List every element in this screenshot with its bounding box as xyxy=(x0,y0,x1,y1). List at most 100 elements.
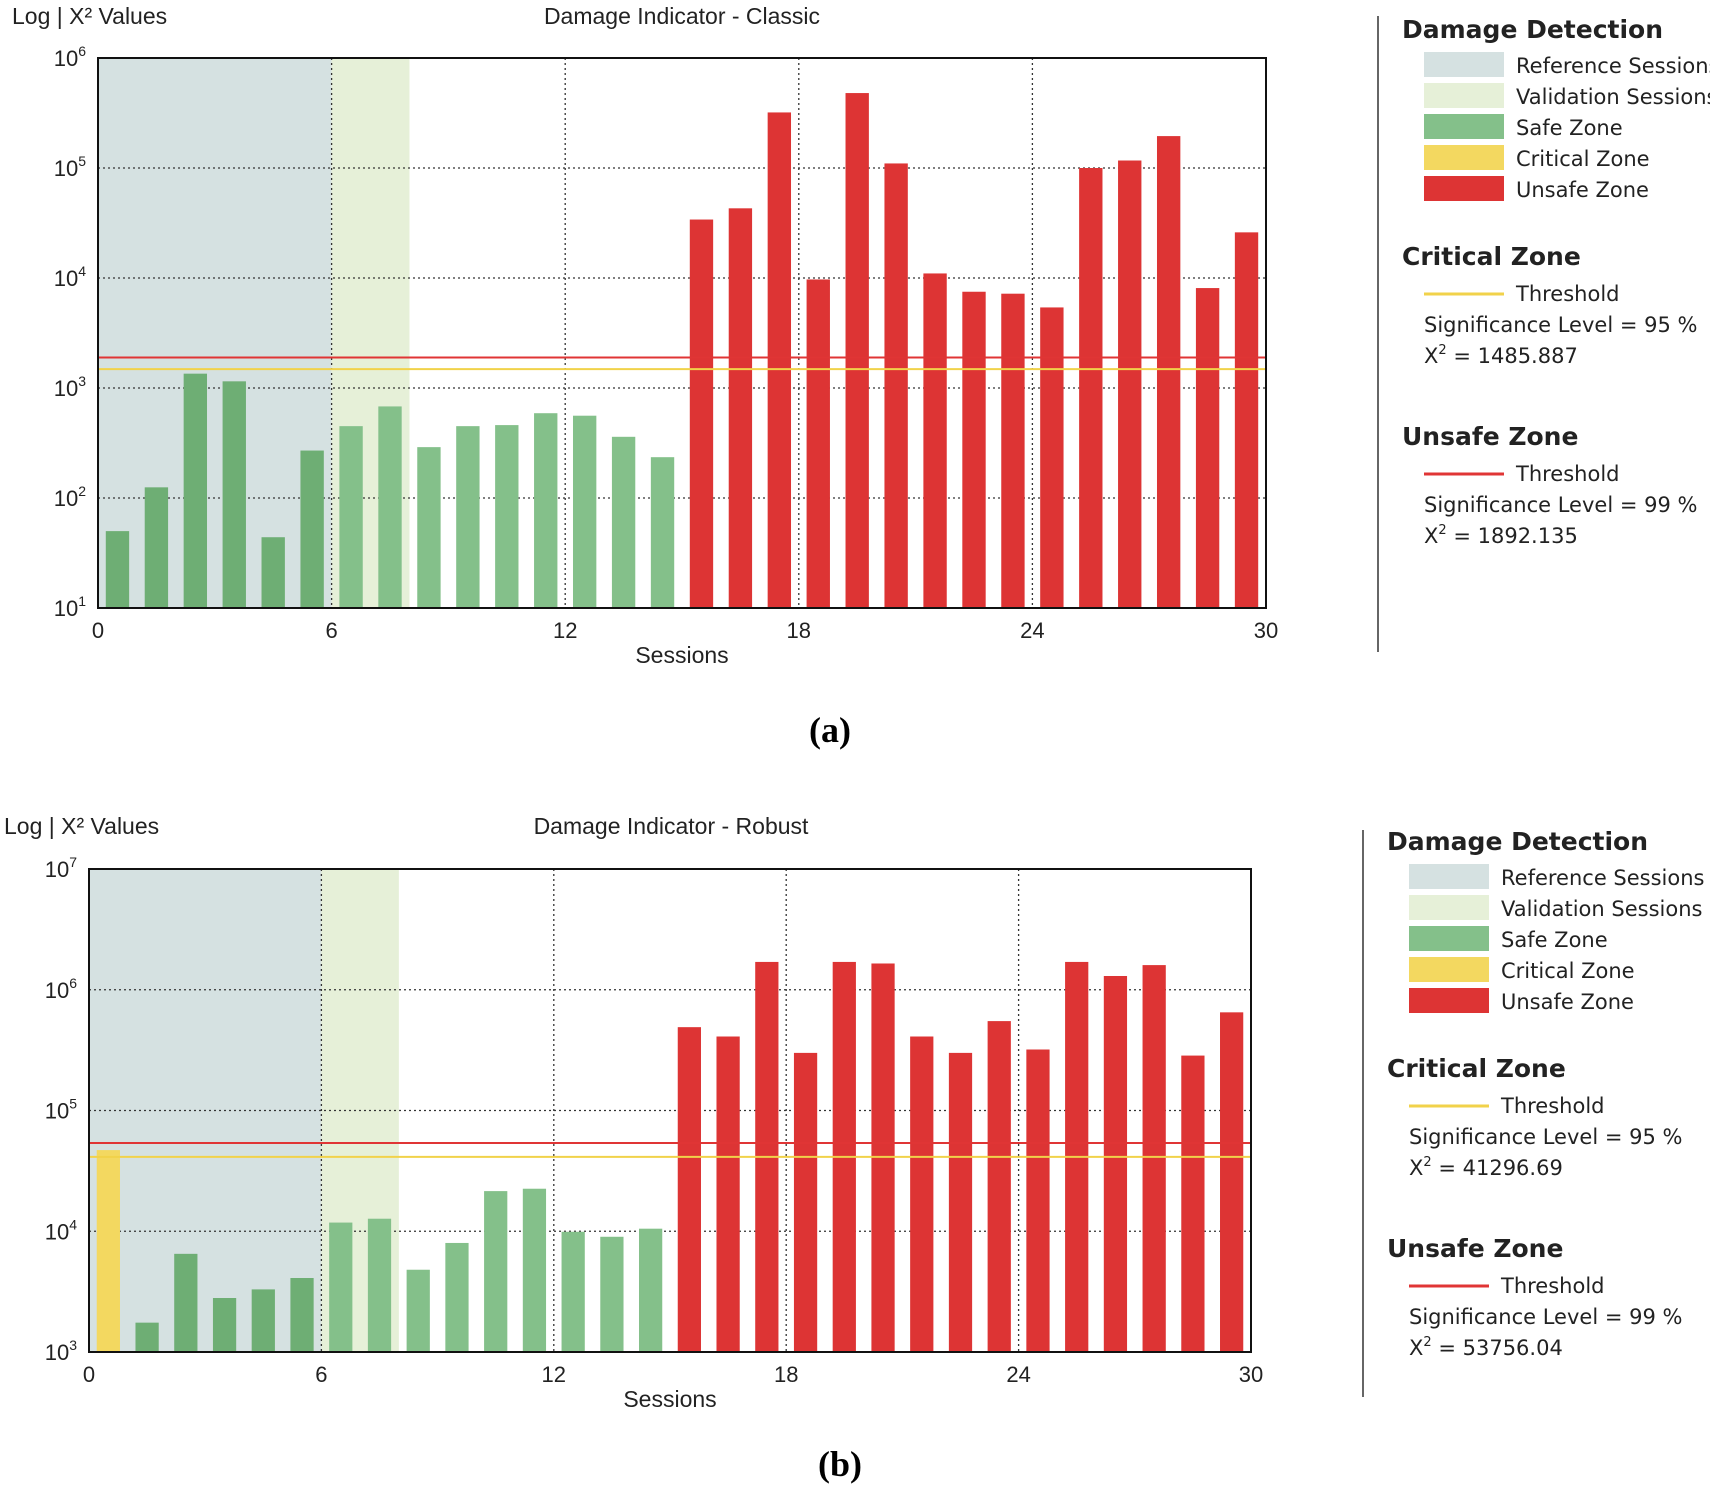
legend-item-label: Safe Zone xyxy=(1501,928,1608,952)
y-tick-label: 104 xyxy=(54,263,86,291)
unsafe-chi-square-value: X2 = 53756.04 xyxy=(1409,1335,1563,1360)
bar-session-30 xyxy=(1220,1012,1244,1352)
bar-session-14 xyxy=(611,436,636,608)
bar-session-26 xyxy=(1079,168,1103,608)
x-axis-label: Sessions xyxy=(635,642,728,668)
legend-swatch-2 xyxy=(1409,895,1489,920)
x-tick-label: 30 xyxy=(1254,618,1278,643)
legend-item-label: Critical Zone xyxy=(1501,959,1635,983)
unsafe-significance-level: Significance Level = 99 % xyxy=(1424,493,1697,517)
bar-session-19 xyxy=(806,279,830,608)
y-tick-label: 105 xyxy=(45,1096,77,1124)
y-tick-label: 101 xyxy=(54,593,86,621)
bar-session-27 xyxy=(1118,160,1142,608)
legend-swatch-4 xyxy=(1424,145,1504,170)
bar-session-28 xyxy=(1156,136,1181,608)
bar-session-9 xyxy=(406,1269,430,1352)
y-axis-label: Log | X² Values xyxy=(12,3,167,29)
x-tick-label: 6 xyxy=(315,1362,327,1387)
legend-item-label: Reference Sessions xyxy=(1501,866,1705,890)
legend-item-label: Unsafe Zone xyxy=(1501,990,1634,1014)
bar-session-7 xyxy=(339,426,363,608)
bar-session-28 xyxy=(1142,965,1166,1352)
bar-session-21 xyxy=(884,163,908,608)
legend-item-label: Critical Zone xyxy=(1516,147,1650,171)
y-tick-label: 103 xyxy=(54,373,86,401)
x-tick-label: 18 xyxy=(787,618,811,643)
legend: Damage Detection Reference Sessions Valida… xyxy=(1362,827,1705,1397)
chart-panel-b: 103 104 105 106 107 0 6 12 18 24 30 Sessions Log | X… xyxy=(4,813,1705,1484)
panel-caption: (a) xyxy=(809,710,851,750)
bar-session-6 xyxy=(290,1278,314,1352)
bar-session-10 xyxy=(445,1242,469,1352)
x-tick-label: 30 xyxy=(1239,1362,1263,1387)
x-tick-label: 12 xyxy=(553,618,577,643)
legend-item-label: Reference Sessions xyxy=(1516,54,1710,78)
y-tick-label: 104 xyxy=(45,1216,77,1244)
bar-session-24 xyxy=(987,1021,1011,1352)
critical-threshold-label: Threshold xyxy=(1515,282,1620,306)
panel-caption: (b) xyxy=(818,1444,862,1484)
bar-session-19 xyxy=(793,1052,818,1352)
y-tick-label: 107 xyxy=(45,854,77,882)
bar-session-17 xyxy=(716,1036,740,1352)
bar-session-6 xyxy=(300,450,324,608)
bar-session-16 xyxy=(689,219,714,608)
bar-session-24 xyxy=(1001,293,1025,608)
legend-item-label: Validation Sessions xyxy=(1501,897,1702,921)
bar-session-4 xyxy=(222,381,246,608)
legend-swatch-2 xyxy=(1424,83,1504,108)
bar-session-3 xyxy=(183,373,208,608)
bar-session-8 xyxy=(367,1218,392,1352)
legend-swatch-1 xyxy=(1409,864,1489,889)
plot-frame xyxy=(88,868,1252,1353)
y-tick-label: 106 xyxy=(45,975,77,1003)
legend-swatch-3 xyxy=(1424,114,1504,139)
critical-significance-level: Significance Level = 95 % xyxy=(1424,313,1697,337)
bar-session-1 xyxy=(105,531,130,608)
unsafe-threshold-label: Threshold xyxy=(1500,1274,1605,1298)
bar-session-22 xyxy=(923,273,947,608)
bar-session-5 xyxy=(261,537,285,608)
legend-title: Damage Detection xyxy=(1387,827,1648,856)
bar-session-25 xyxy=(1026,1049,1050,1352)
bar-session-17 xyxy=(728,208,753,608)
plot-frame xyxy=(97,57,1267,609)
bar-session-30 xyxy=(1234,232,1259,608)
bar-session-18 xyxy=(767,112,792,608)
legend-swatch-4 xyxy=(1409,957,1489,982)
critical-chi-square-value: X2 = 1485.887 xyxy=(1424,343,1578,368)
bar-session-29 xyxy=(1181,1055,1205,1352)
bar-session-22 xyxy=(910,1036,934,1352)
bar-session-15 xyxy=(639,1228,663,1352)
y-tick-label: 105 xyxy=(54,153,86,181)
bar-session-25 xyxy=(1040,307,1064,608)
bar-session-13 xyxy=(572,415,597,608)
bar-session-15 xyxy=(650,457,675,608)
x-tick-label: 24 xyxy=(1020,618,1044,643)
x-tick-label: 0 xyxy=(92,618,104,643)
bar-session-16 xyxy=(677,1027,701,1352)
bar-session-12 xyxy=(534,413,558,608)
x-tick-label: 0 xyxy=(83,1362,95,1387)
legend-swatch-5 xyxy=(1409,988,1489,1013)
bar-session-4 xyxy=(212,1298,237,1352)
chart-panel-a: 101 102 103 104 105 106 0 6 12 18 24 30 Sessions Log … xyxy=(12,3,1710,750)
bar-session-13 xyxy=(561,1231,585,1352)
bar-session-27 xyxy=(1103,975,1128,1352)
unsafe-zone-title: Unsafe Zone xyxy=(1402,422,1578,451)
legend-swatch-5 xyxy=(1424,176,1504,201)
legend-title: Damage Detection xyxy=(1402,15,1663,44)
legend-swatch-3 xyxy=(1409,926,1489,951)
unsafe-threshold-label: Threshold xyxy=(1515,462,1620,486)
legend: Damage Detection Reference Sessions Valida… xyxy=(1377,15,1710,652)
bar-session-2 xyxy=(135,1322,159,1352)
chart-title: Damage Indicator - Robust xyxy=(534,813,809,839)
bar-session-8 xyxy=(378,406,402,608)
bar-session-29 xyxy=(1195,288,1220,608)
bar-session-11 xyxy=(495,425,519,608)
bar-session-7 xyxy=(329,1222,353,1352)
critical-zone-title: Critical Zone xyxy=(1402,242,1581,271)
x-tick-label: 12 xyxy=(542,1362,566,1387)
